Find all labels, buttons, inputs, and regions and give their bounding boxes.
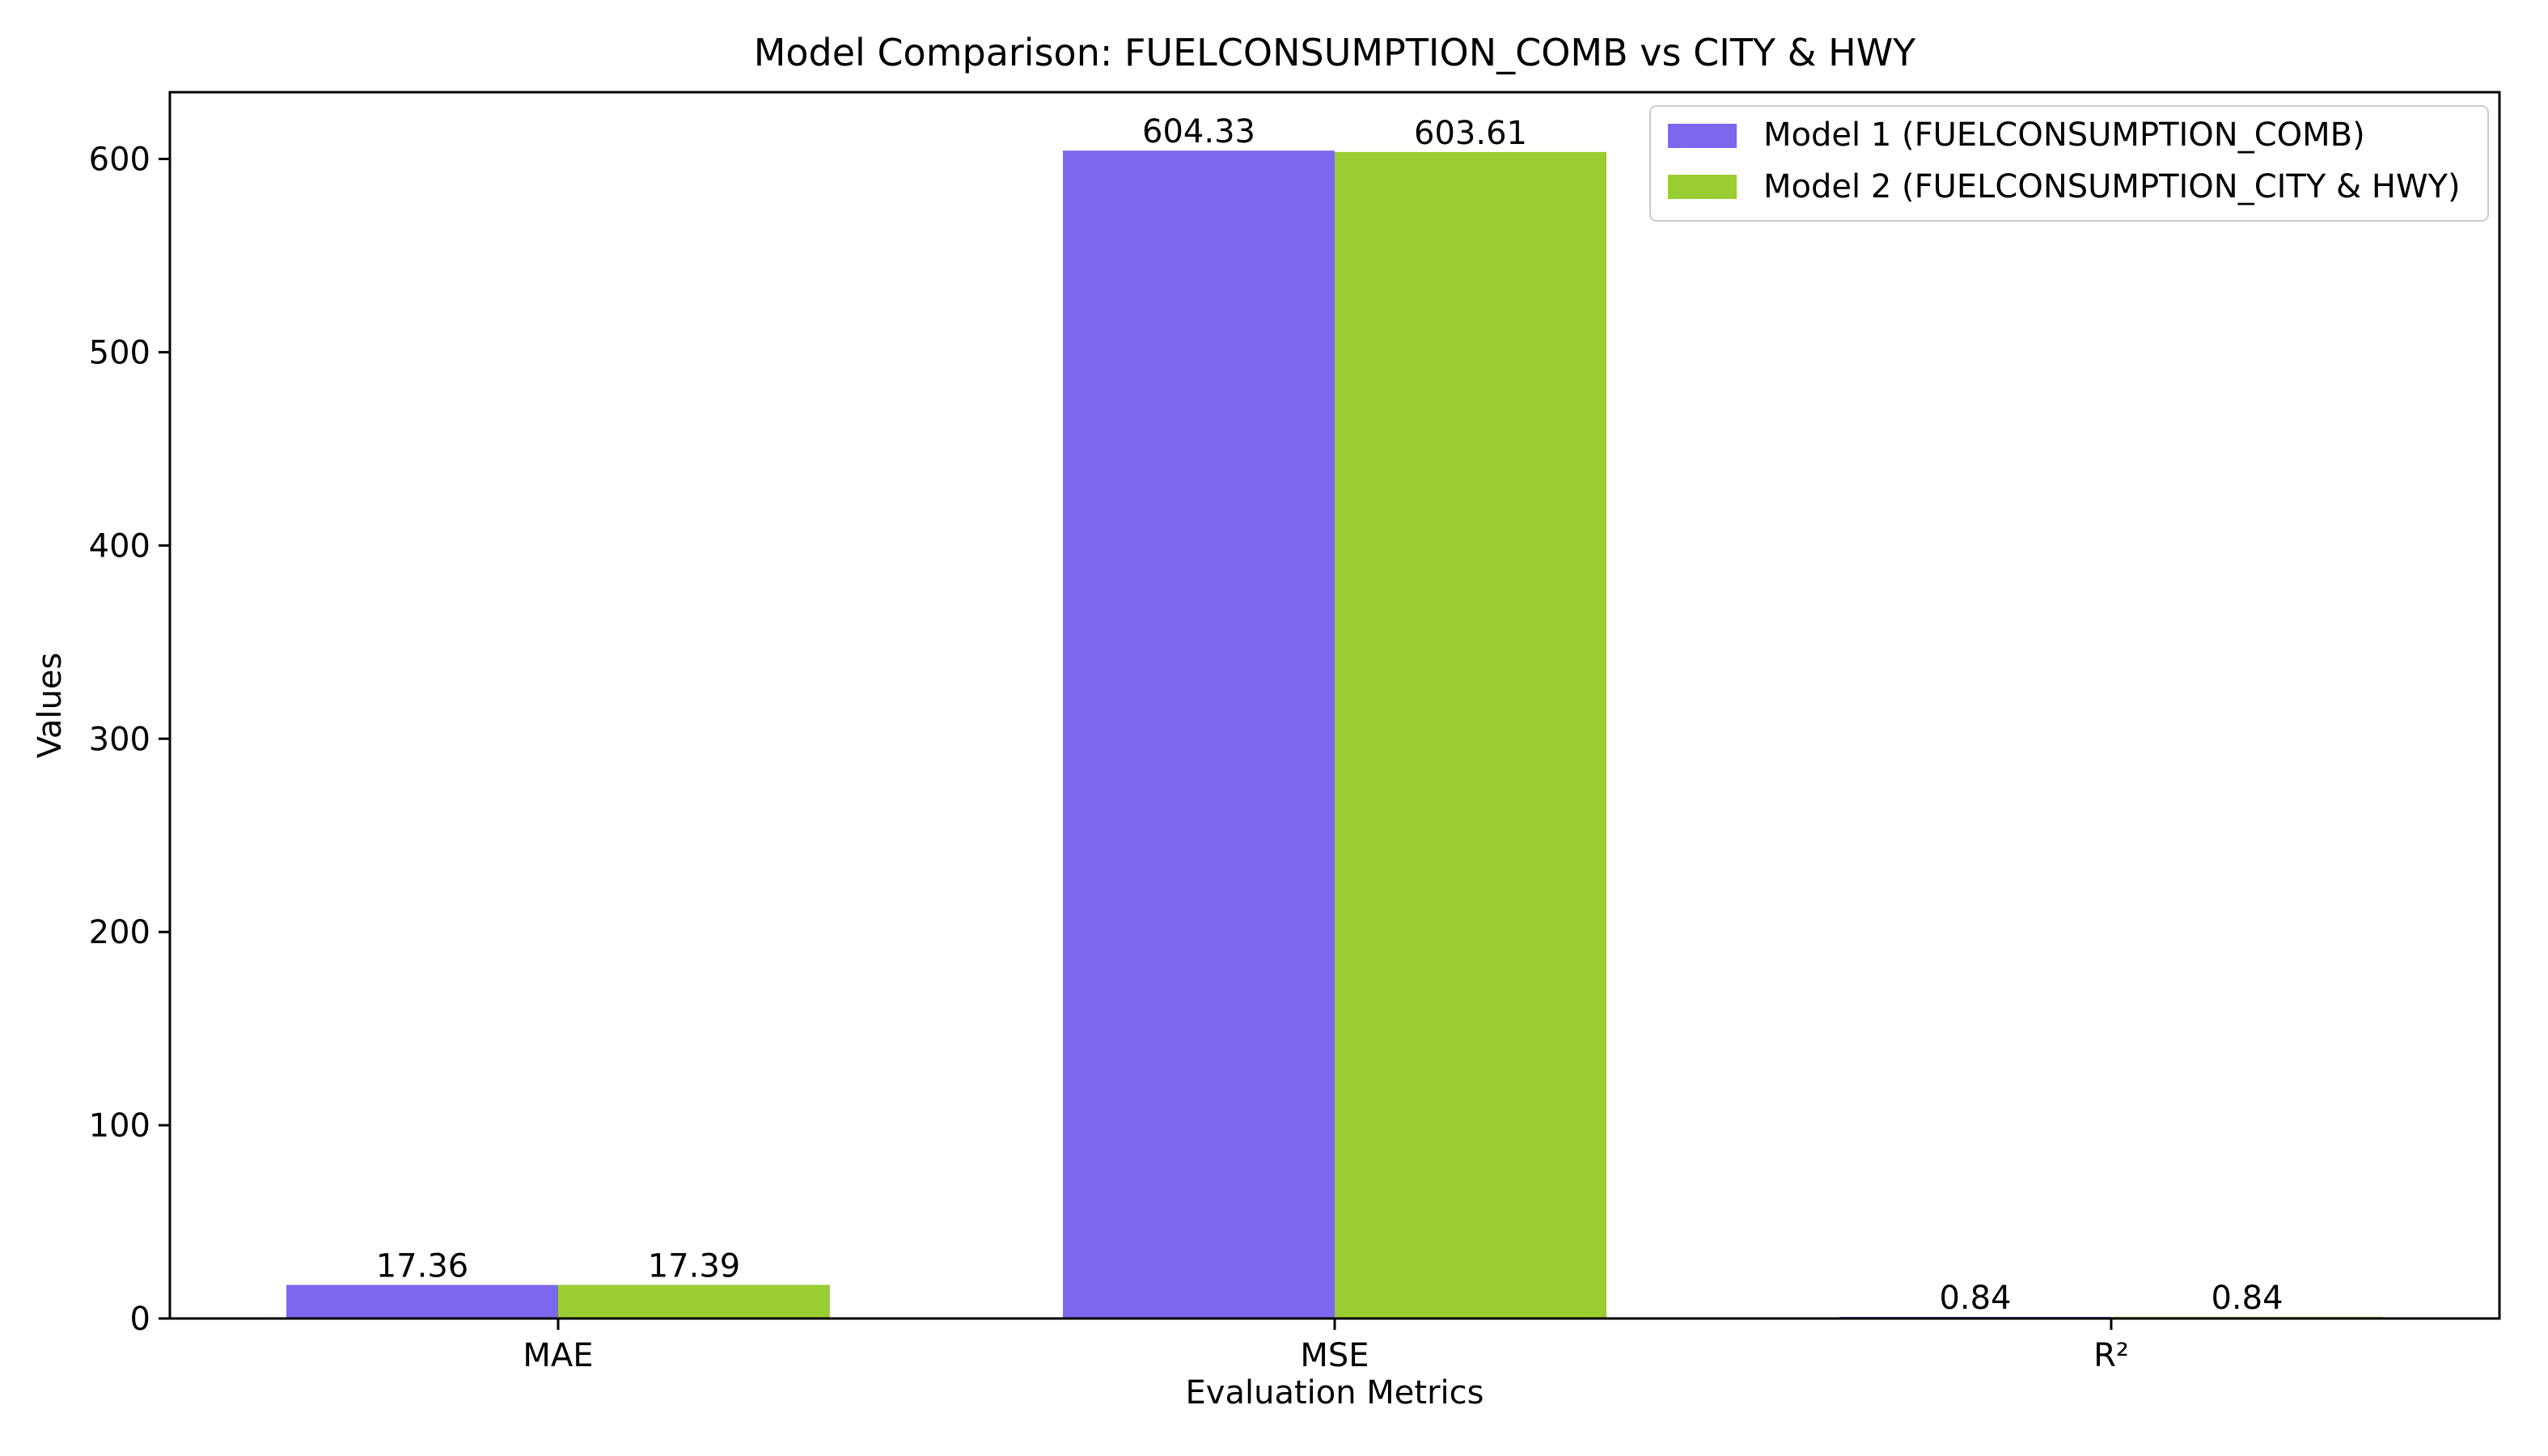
y-tick-label: 600 — [89, 142, 150, 179]
bar-series-1-mae — [286, 1285, 558, 1318]
bar-value-label: 604.33 — [1142, 113, 1255, 150]
bars — [286, 150, 2383, 1319]
chart-title: Model Comparison: FUELCONSUMPTION_COMB v… — [754, 31, 1916, 74]
x-tick-label: R² — [2093, 1337, 2129, 1374]
bar-series-2-mse — [1335, 151, 1606, 1318]
y-tick-label: 300 — [89, 721, 150, 758]
legend-label-model-2: Model 2 (FUELCONSUMPTION_CITY & HWY) — [1763, 168, 2461, 205]
legend-swatch-model-2 — [1668, 175, 1737, 199]
legend-frame — [1649, 105, 2489, 222]
bar-value-label: 0.84 — [2211, 1280, 2283, 1317]
bar-value-label: 0.84 — [1939, 1280, 2011, 1317]
legend-swatch-model-1 — [1668, 124, 1737, 148]
bar-value-label: 17.39 — [648, 1247, 741, 1285]
bar-value-labels: 17.36 604.33 0.84 17.39 603.61 0.84 — [376, 113, 2283, 1317]
bar-series-1-mse — [1063, 150, 1335, 1319]
bar-series-2-mae — [558, 1285, 830, 1318]
y-tick-label: 100 — [89, 1107, 150, 1145]
y-axis-label: Values — [32, 653, 69, 759]
legend-label-model-1: Model 1 (FUELCONSUMPTION_COMB) — [1763, 116, 2365, 154]
x-axis: MAE MSE R² — [523, 1318, 2129, 1374]
x-axis-label: Evaluation Metrics — [1186, 1374, 1484, 1412]
legend: Model 1 (FUELCONSUMPTION_COMB) Model 2 (… — [1649, 105, 2489, 222]
bar-value-label: 603.61 — [1414, 115, 1527, 152]
bar-value-label: 17.36 — [376, 1248, 469, 1285]
x-tick-label: MAE — [523, 1337, 593, 1374]
y-tick-label: 400 — [89, 527, 150, 565]
x-tick-label: MSE — [1300, 1337, 1369, 1374]
y-tick-label: 200 — [89, 914, 150, 951]
y-tick-label: 0 — [130, 1301, 150, 1338]
y-tick-label: 500 — [89, 334, 150, 371]
y-axis: 0 100 200 300 400 500 600 — [89, 142, 170, 1338]
